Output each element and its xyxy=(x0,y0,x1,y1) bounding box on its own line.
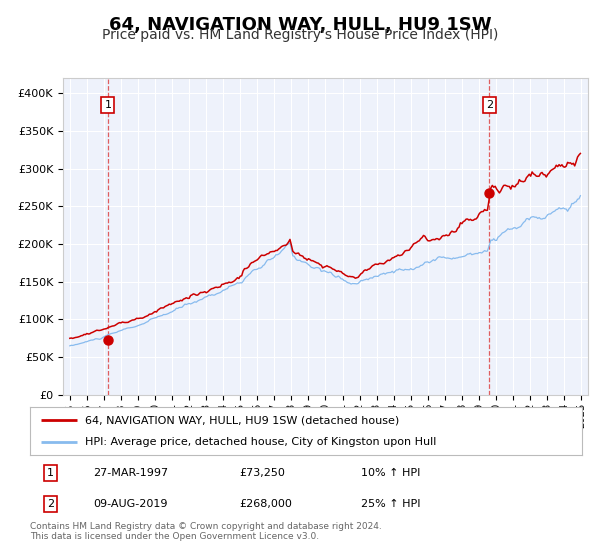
Text: 10% ↑ HPI: 10% ↑ HPI xyxy=(361,468,421,478)
Text: Price paid vs. HM Land Registry's House Price Index (HPI): Price paid vs. HM Land Registry's House … xyxy=(102,28,498,42)
Text: 27-MAR-1997: 27-MAR-1997 xyxy=(94,468,169,478)
Text: Contains HM Land Registry data © Crown copyright and database right 2024.
This d: Contains HM Land Registry data © Crown c… xyxy=(30,522,382,542)
Text: 64, NAVIGATION WAY, HULL, HU9 1SW (detached house): 64, NAVIGATION WAY, HULL, HU9 1SW (detac… xyxy=(85,416,400,426)
Text: 09-AUG-2019: 09-AUG-2019 xyxy=(94,499,168,509)
Text: 2: 2 xyxy=(47,499,54,509)
Text: £73,250: £73,250 xyxy=(240,468,286,478)
Text: 25% ↑ HPI: 25% ↑ HPI xyxy=(361,499,421,509)
Text: 64, NAVIGATION WAY, HULL, HU9 1SW: 64, NAVIGATION WAY, HULL, HU9 1SW xyxy=(109,16,491,34)
Text: HPI: Average price, detached house, City of Kingston upon Hull: HPI: Average price, detached house, City… xyxy=(85,437,437,447)
Text: 2: 2 xyxy=(486,100,493,110)
Text: 1: 1 xyxy=(104,100,112,110)
Text: 1: 1 xyxy=(47,468,54,478)
Text: £268,000: £268,000 xyxy=(240,499,293,509)
